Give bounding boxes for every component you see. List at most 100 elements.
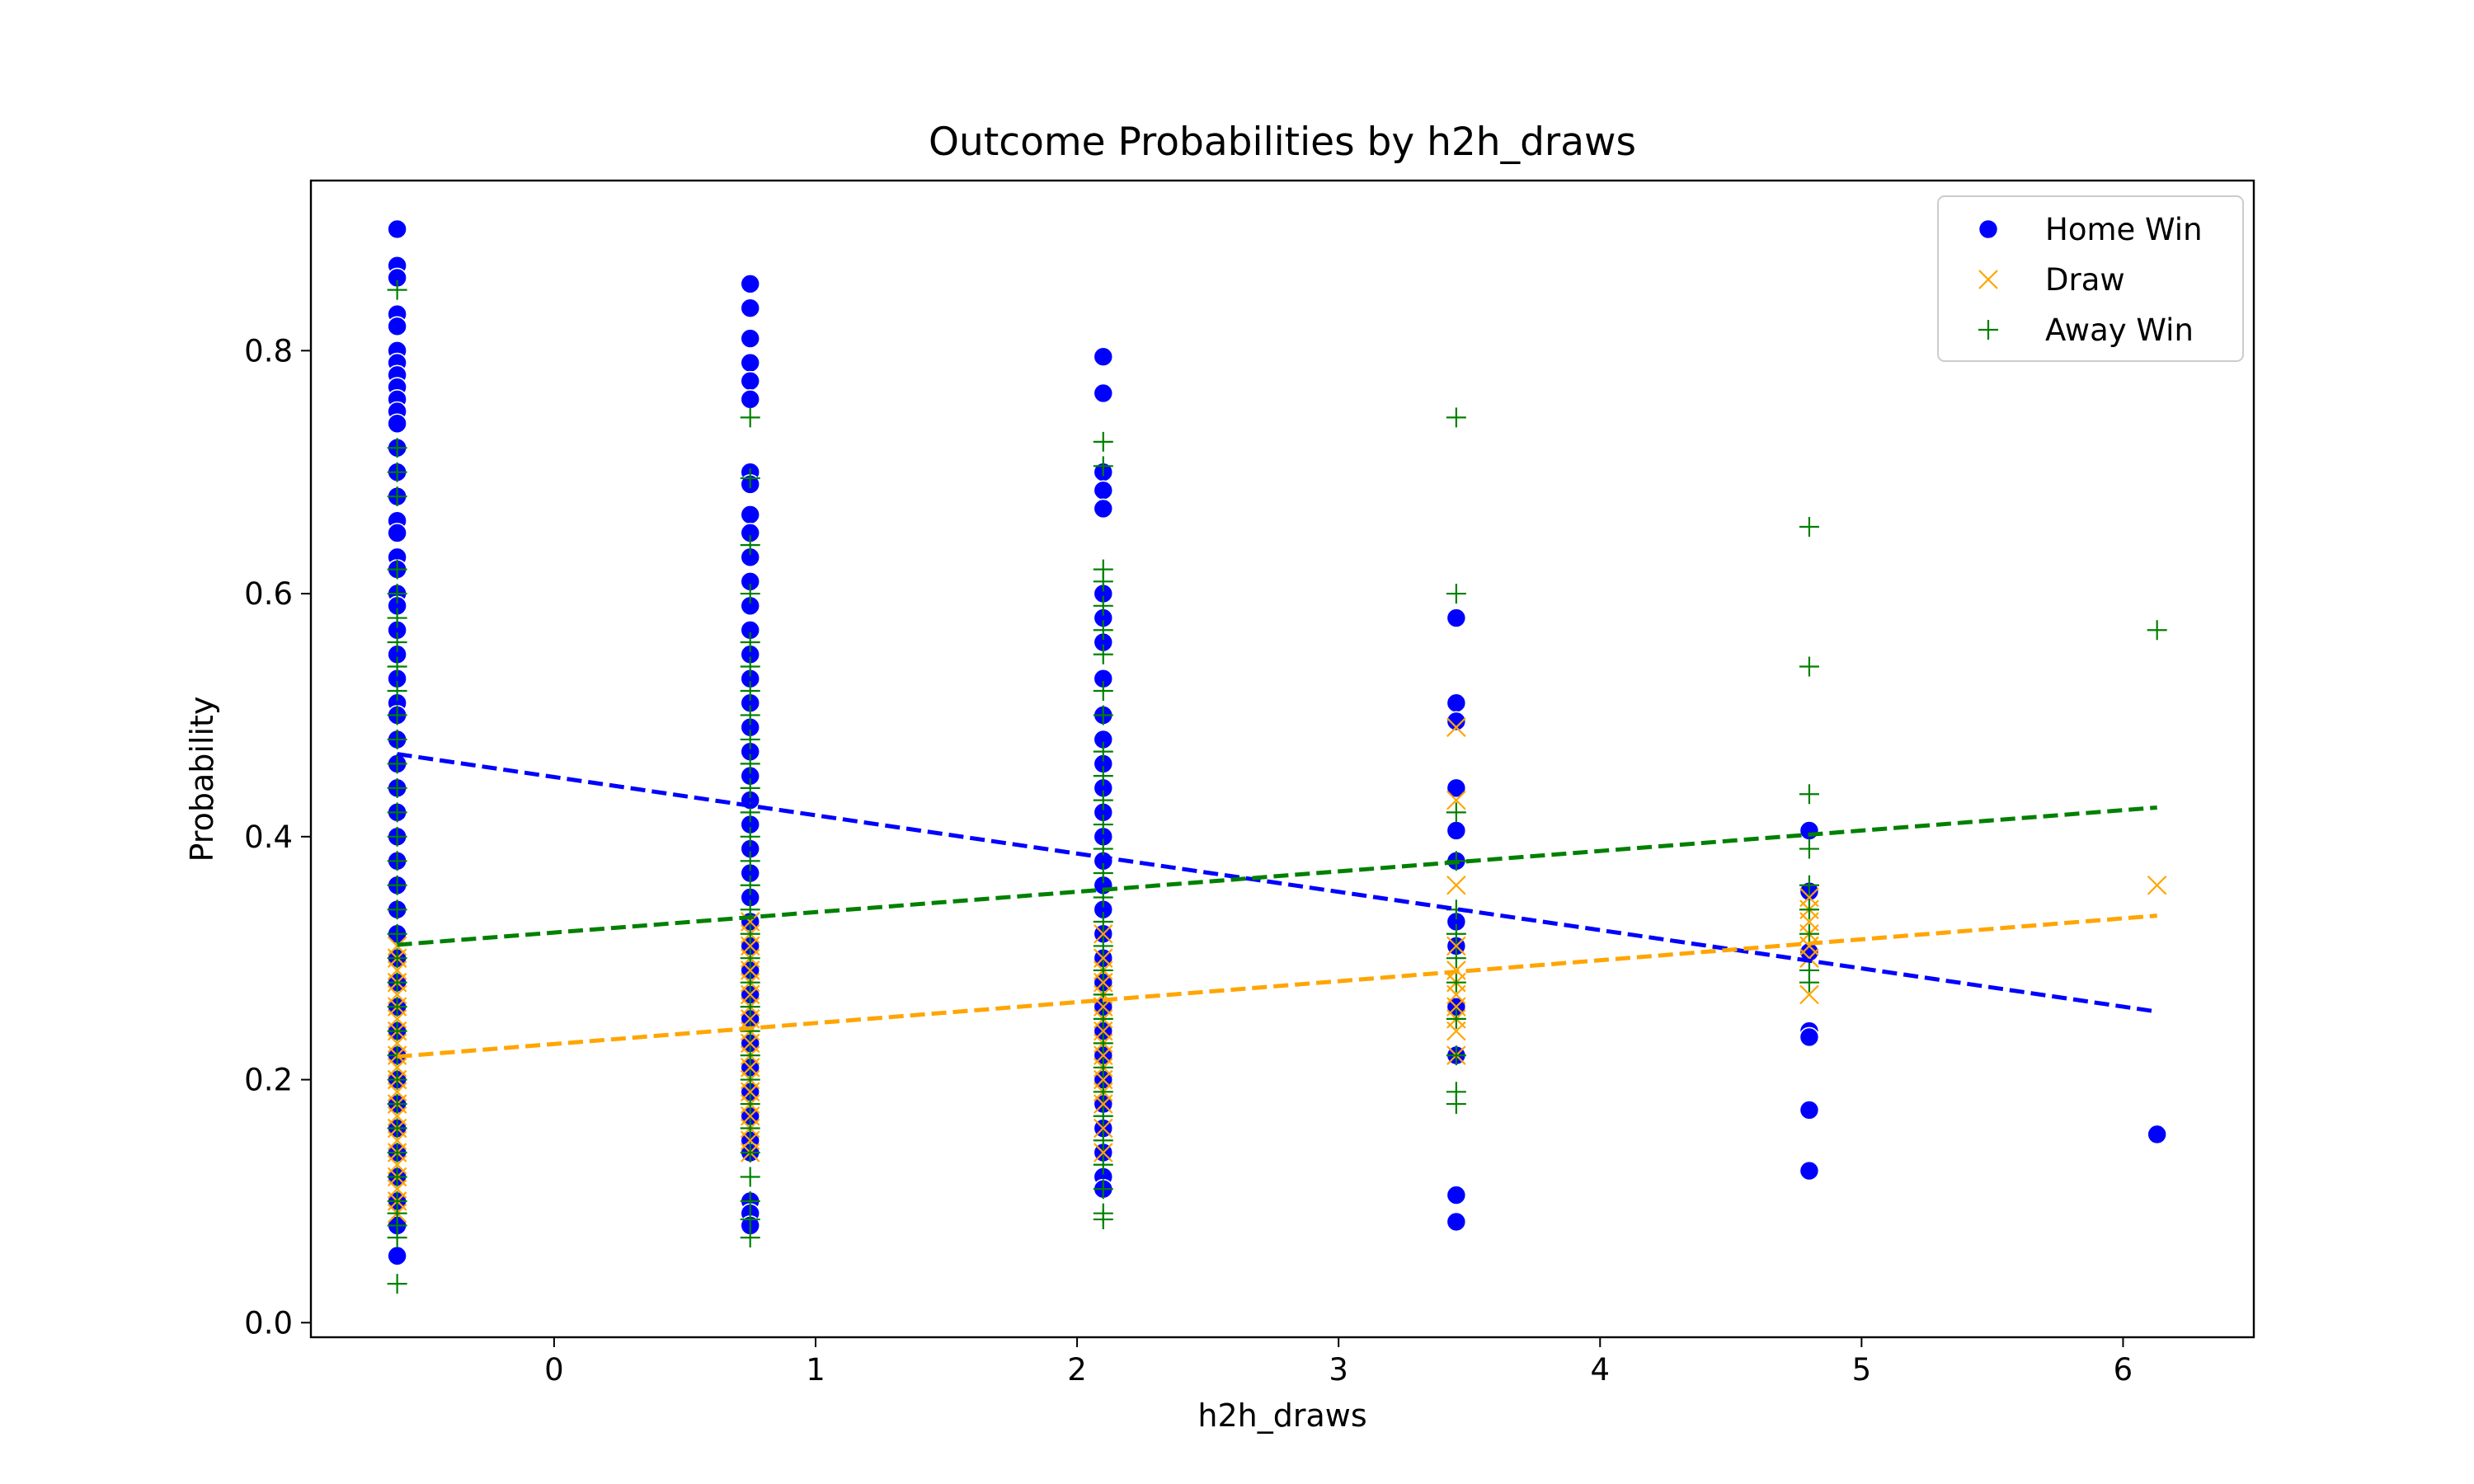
- y-tick-label: 0.4: [244, 819, 293, 855]
- away-win-point: [740, 1209, 760, 1230]
- away-win-point: [387, 754, 407, 774]
- away-win-point: [1093, 936, 1113, 956]
- away-win-point: [1093, 1082, 1113, 1102]
- away-win-point: [740, 875, 760, 895]
- away-win-point: [1093, 571, 1113, 592]
- away-win-point: [740, 468, 760, 489]
- away-win-point: [740, 826, 760, 847]
- away-win-point: [1093, 1033, 1113, 1054]
- home-win-point: [387, 413, 407, 434]
- away-win-point: [1093, 595, 1113, 616]
- away-win-point: [740, 407, 760, 428]
- home-win-point: [1799, 1160, 1820, 1181]
- away-win-point: [1446, 407, 1466, 428]
- away-win-point: [387, 1228, 407, 1248]
- x-tick-label: 0: [544, 1352, 564, 1388]
- home-win-point: [740, 388, 761, 410]
- series-away-win: [387, 279, 2167, 1294]
- away-win-point: [1093, 960, 1113, 980]
- draw-point: [2147, 875, 2167, 895]
- away-win-point: [387, 948, 407, 969]
- away-win-point: [740, 754, 760, 774]
- axes-frame: [309, 179, 2255, 1339]
- away-win-point: [1093, 1057, 1113, 1078]
- home-win-point: [1093, 498, 1114, 519]
- legend-label: Draw: [2045, 262, 2125, 298]
- away-win-point: [1799, 656, 1819, 677]
- away-win-point: [1093, 863, 1113, 884]
- away-win-point: [387, 802, 407, 823]
- away-win-point: [387, 584, 407, 604]
- away-win-point: [1446, 1008, 1466, 1029]
- away-win-point: [1093, 431, 1113, 452]
- away-win-point: [1093, 741, 1113, 762]
- x-tick-label: 2: [1067, 1352, 1087, 1388]
- away-win-point: [387, 462, 407, 482]
- legend-marker-away-win: [1978, 320, 1998, 340]
- away-win-point: [387, 972, 407, 993]
- away-win-point: [740, 923, 760, 944]
- draw-point: [1446, 936, 1466, 956]
- away-win-point: [387, 705, 407, 726]
- y-tick-label: 0.2: [244, 1063, 293, 1098]
- away-win-point: [740, 777, 760, 798]
- home-win-point: [387, 523, 407, 543]
- home-win-point: [1093, 383, 1114, 404]
- away-win-point: [740, 729, 760, 749]
- away-win-point: [740, 851, 760, 871]
- away-win-point: [387, 729, 407, 749]
- away-win-point: [1799, 875, 1819, 895]
- away-win-point: [1093, 1179, 1113, 1200]
- away-win-point: [1093, 790, 1113, 810]
- away-win-point: [1799, 923, 1819, 944]
- away-win-point: [387, 997, 407, 1017]
- away-win-point: [1799, 784, 1819, 805]
- away-win-point: [1093, 911, 1113, 932]
- away-win-point: [1093, 1008, 1113, 1029]
- away-win-point: [740, 1021, 760, 1041]
- legend-label: Home Win: [2045, 212, 2203, 247]
- home-win-point: [740, 504, 761, 525]
- home-win-point: [1799, 1100, 1820, 1120]
- away-win-point: [1093, 644, 1113, 665]
- away-win-point: [1446, 923, 1466, 944]
- draw-point: [1799, 984, 1819, 1005]
- away-win-point: [1093, 815, 1113, 835]
- away-win-point: [387, 438, 407, 458]
- away-win-point: [740, 948, 760, 969]
- legend: Home Win Draw Away Win: [1937, 195, 2244, 362]
- legend-label: Away Win: [2045, 312, 2194, 348]
- series-draw: [387, 717, 2167, 1223]
- home-win-point: [1093, 480, 1114, 501]
- home-win-point: [1446, 608, 1467, 628]
- away-win-point: [387, 656, 407, 677]
- home-win-point: [387, 1245, 407, 1266]
- away-win-point: [387, 1069, 407, 1090]
- away-win-point: [740, 1167, 760, 1187]
- y-axis-label: Probability: [184, 697, 220, 862]
- legend-entry-home-win: Home Win: [1978, 212, 2203, 247]
- home-win-point: [1799, 1026, 1820, 1048]
- away-win-point: [740, 584, 760, 604]
- x-tick-label: 1: [806, 1352, 825, 1388]
- home-win-point: [1446, 693, 1467, 714]
- away-win-point: [387, 1094, 407, 1115]
- legend-marker-home-win: [1978, 218, 1999, 240]
- x-tick-label: 4: [1590, 1352, 1610, 1388]
- y-tick-label: 0.0: [244, 1305, 293, 1341]
- legend-marker-draw: [1978, 270, 1998, 289]
- draw-point: [1094, 1118, 1113, 1139]
- away-win-point: [740, 1045, 760, 1066]
- home-win-point: [740, 273, 761, 294]
- home-win-point: [1446, 777, 1467, 799]
- trend-line-away-win: [397, 805, 2157, 947]
- away-win-point: [740, 1069, 760, 1090]
- away-win-point: [387, 1021, 407, 1041]
- away-win-point: [387, 279, 407, 300]
- away-win-point: [387, 1167, 407, 1187]
- x-tick-label: 5: [1852, 1352, 1872, 1388]
- x-tick-label: 3: [1329, 1352, 1348, 1388]
- draw-point: [1094, 1143, 1113, 1162]
- trend-line-home-win: [397, 752, 2158, 1014]
- draw-point: [1799, 948, 1819, 968]
